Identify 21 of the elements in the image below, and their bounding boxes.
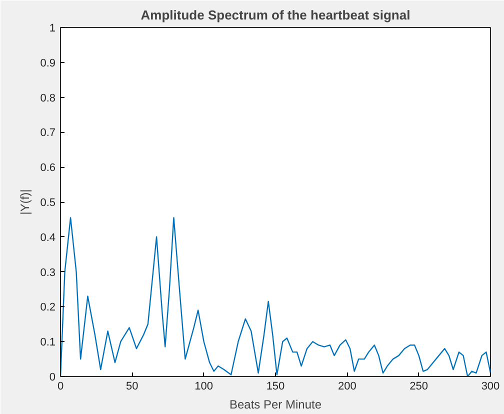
y-tick-label: 0.5 [40, 197, 56, 209]
chart-title: Amplitude Spectrum of the heartbeat signal [140, 8, 410, 22]
x-tick-label: 200 [338, 380, 356, 392]
x-tick-label: 50 [126, 380, 138, 392]
y-tick-label: 0.2 [40, 302, 56, 314]
y-tick-label: 0.8 [40, 92, 56, 104]
y-tick-label: 0.4 [40, 232, 56, 244]
x-tick-label: 250 [410, 380, 428, 392]
x-tick-label: 100 [194, 380, 214, 392]
y-tick-label: 0.9 [40, 57, 56, 70]
y-tick-label: 0.7 [40, 127, 56, 140]
x-tick-label: 150 [266, 380, 285, 392]
x-axis-title: Beats Per Minute [229, 398, 322, 412]
y-axis-title: |Y(f)| [18, 189, 32, 215]
y-tick-label: 0.6 [40, 162, 56, 174]
y-tick-label: 0.1 [40, 336, 56, 349]
y-tick-label: 1 [49, 22, 56, 34]
x-tick-label: 300 [481, 380, 500, 392]
y-tick-label: 0.3 [40, 266, 56, 279]
y-tick-label: 0 [49, 372, 56, 384]
x-tick-label: 0 [57, 380, 64, 392]
